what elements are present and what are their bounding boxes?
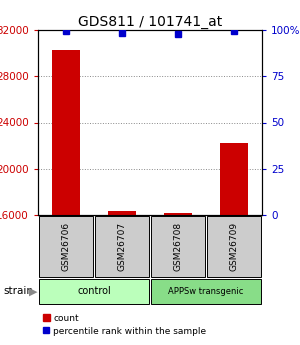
Text: control: control xyxy=(77,286,111,296)
Bar xyxy=(151,216,206,277)
Bar xyxy=(207,216,261,277)
Text: GSM26709: GSM26709 xyxy=(230,222,238,271)
Bar xyxy=(39,279,149,304)
Title: GDS811 / 101741_at: GDS811 / 101741_at xyxy=(78,15,222,29)
Bar xyxy=(220,143,248,215)
Legend: count, percentile rank within the sample: count, percentile rank within the sample xyxy=(43,314,206,336)
Text: ▶: ▶ xyxy=(28,286,37,296)
Text: GSM26708: GSM26708 xyxy=(173,222,182,271)
Text: APPSw transgenic: APPSw transgenic xyxy=(168,287,244,296)
Text: GSM26707: GSM26707 xyxy=(118,222,127,271)
Bar xyxy=(151,279,261,304)
Bar xyxy=(52,50,80,215)
Bar xyxy=(108,211,136,215)
Text: GSM26706: GSM26706 xyxy=(61,222,70,271)
Bar xyxy=(164,213,192,215)
Bar xyxy=(94,216,149,277)
Text: strain: strain xyxy=(3,286,33,296)
Bar xyxy=(39,216,93,277)
